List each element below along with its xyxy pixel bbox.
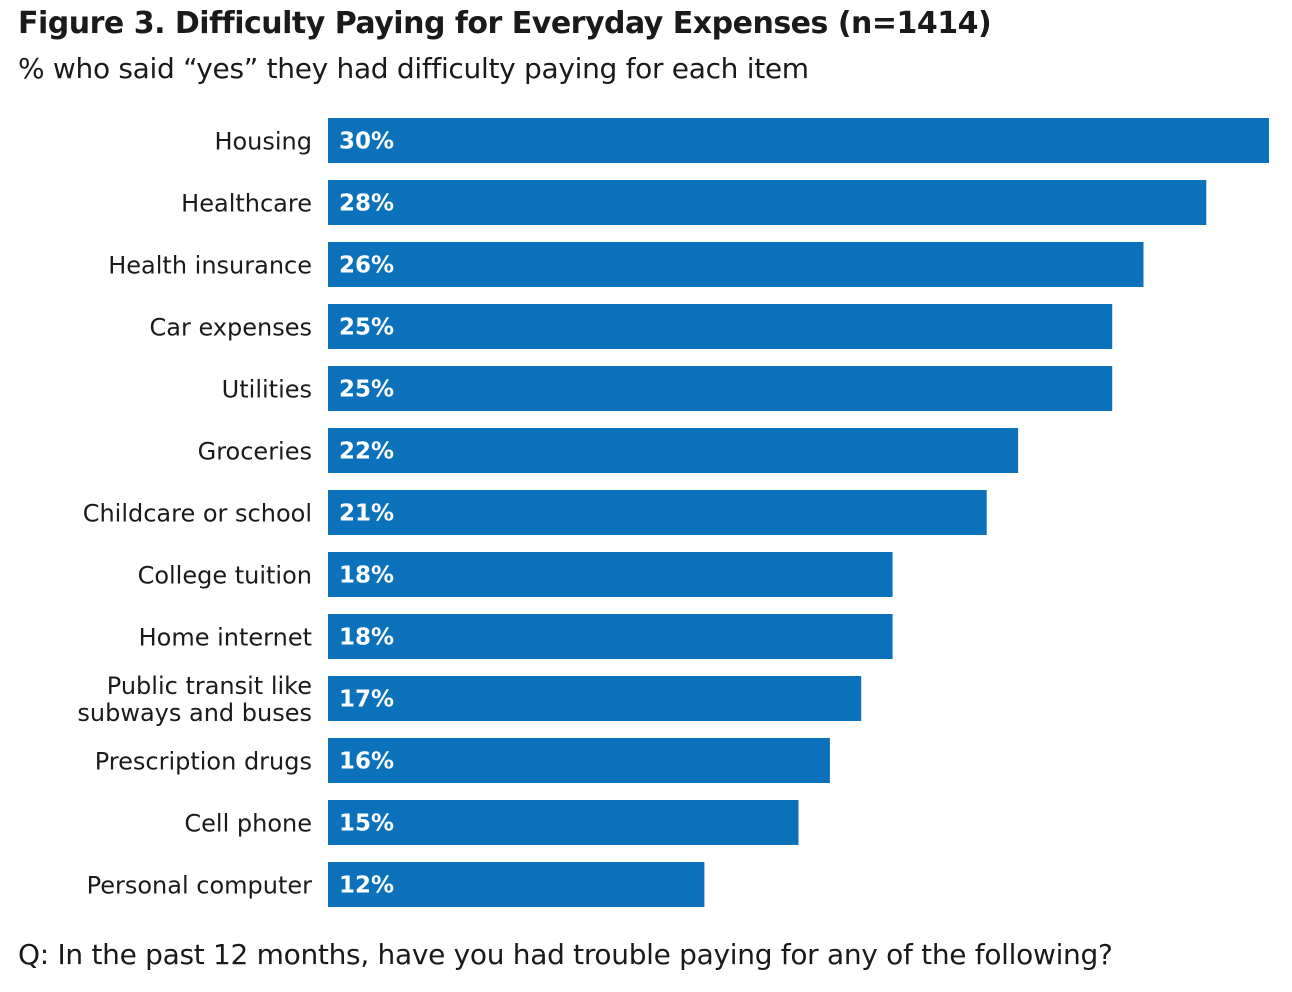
value-label-10: 16%: [339, 749, 394, 775]
bar-10: [328, 738, 830, 783]
bar-6: [328, 490, 987, 535]
chart-subtitle: % who said “yes” they had difficulty pay…: [18, 52, 809, 85]
bar-9: [328, 676, 862, 721]
bar-8: [328, 614, 893, 659]
category-label-2: Health insurance: [108, 252, 312, 280]
value-label-0: 30%: [339, 129, 394, 155]
survey-question-footnote: Q: In the past 12 months, have you had t…: [18, 938, 1113, 971]
category-label-9-line-0: Public transit like: [107, 672, 312, 700]
category-label-12: Personal computer: [87, 872, 313, 900]
value-label-3: 25%: [339, 315, 394, 341]
value-label-7: 18%: [339, 563, 394, 589]
value-label-8: 18%: [339, 625, 394, 651]
bar-0: [328, 118, 1269, 163]
category-label-9: Public transit like subways and buses: [77, 672, 312, 727]
chart-title: Figure 3. Difficulty Paying for Everyday…: [18, 6, 992, 41]
bar-5: [328, 428, 1019, 473]
category-label-3: Car expenses: [150, 314, 313, 342]
bar-2: [328, 242, 1144, 287]
value-label-6: 21%: [339, 501, 394, 527]
category-label-9-line-1: subways and buses: [77, 699, 312, 727]
bar-12: [328, 862, 705, 907]
category-label-6: Childcare or school: [83, 500, 312, 528]
value-label-11: 15%: [339, 811, 394, 837]
value-label-2: 26%: [339, 253, 394, 279]
value-label-12: 12%: [339, 873, 394, 899]
category-label-4: Utilities: [222, 376, 312, 404]
category-label-0: Housing: [214, 128, 312, 156]
category-label-11: Cell phone: [184, 810, 312, 838]
bar-11: [328, 800, 799, 845]
category-label-10: Prescription drugs: [95, 748, 312, 776]
value-label-4: 25%: [339, 377, 394, 403]
bar-7: [328, 552, 893, 597]
value-label-1: 28%: [339, 191, 394, 217]
bar-3: [328, 304, 1113, 349]
category-label-7: College tuition: [138, 562, 312, 590]
value-label-9: 17%: [339, 687, 394, 713]
value-label-5: 22%: [339, 439, 394, 465]
bar-4: [328, 366, 1113, 411]
category-label-5: Groceries: [198, 438, 312, 466]
category-label-8: Home internet: [139, 624, 312, 652]
bar-1: [328, 180, 1207, 225]
category-label-1: Healthcare: [181, 190, 312, 218]
